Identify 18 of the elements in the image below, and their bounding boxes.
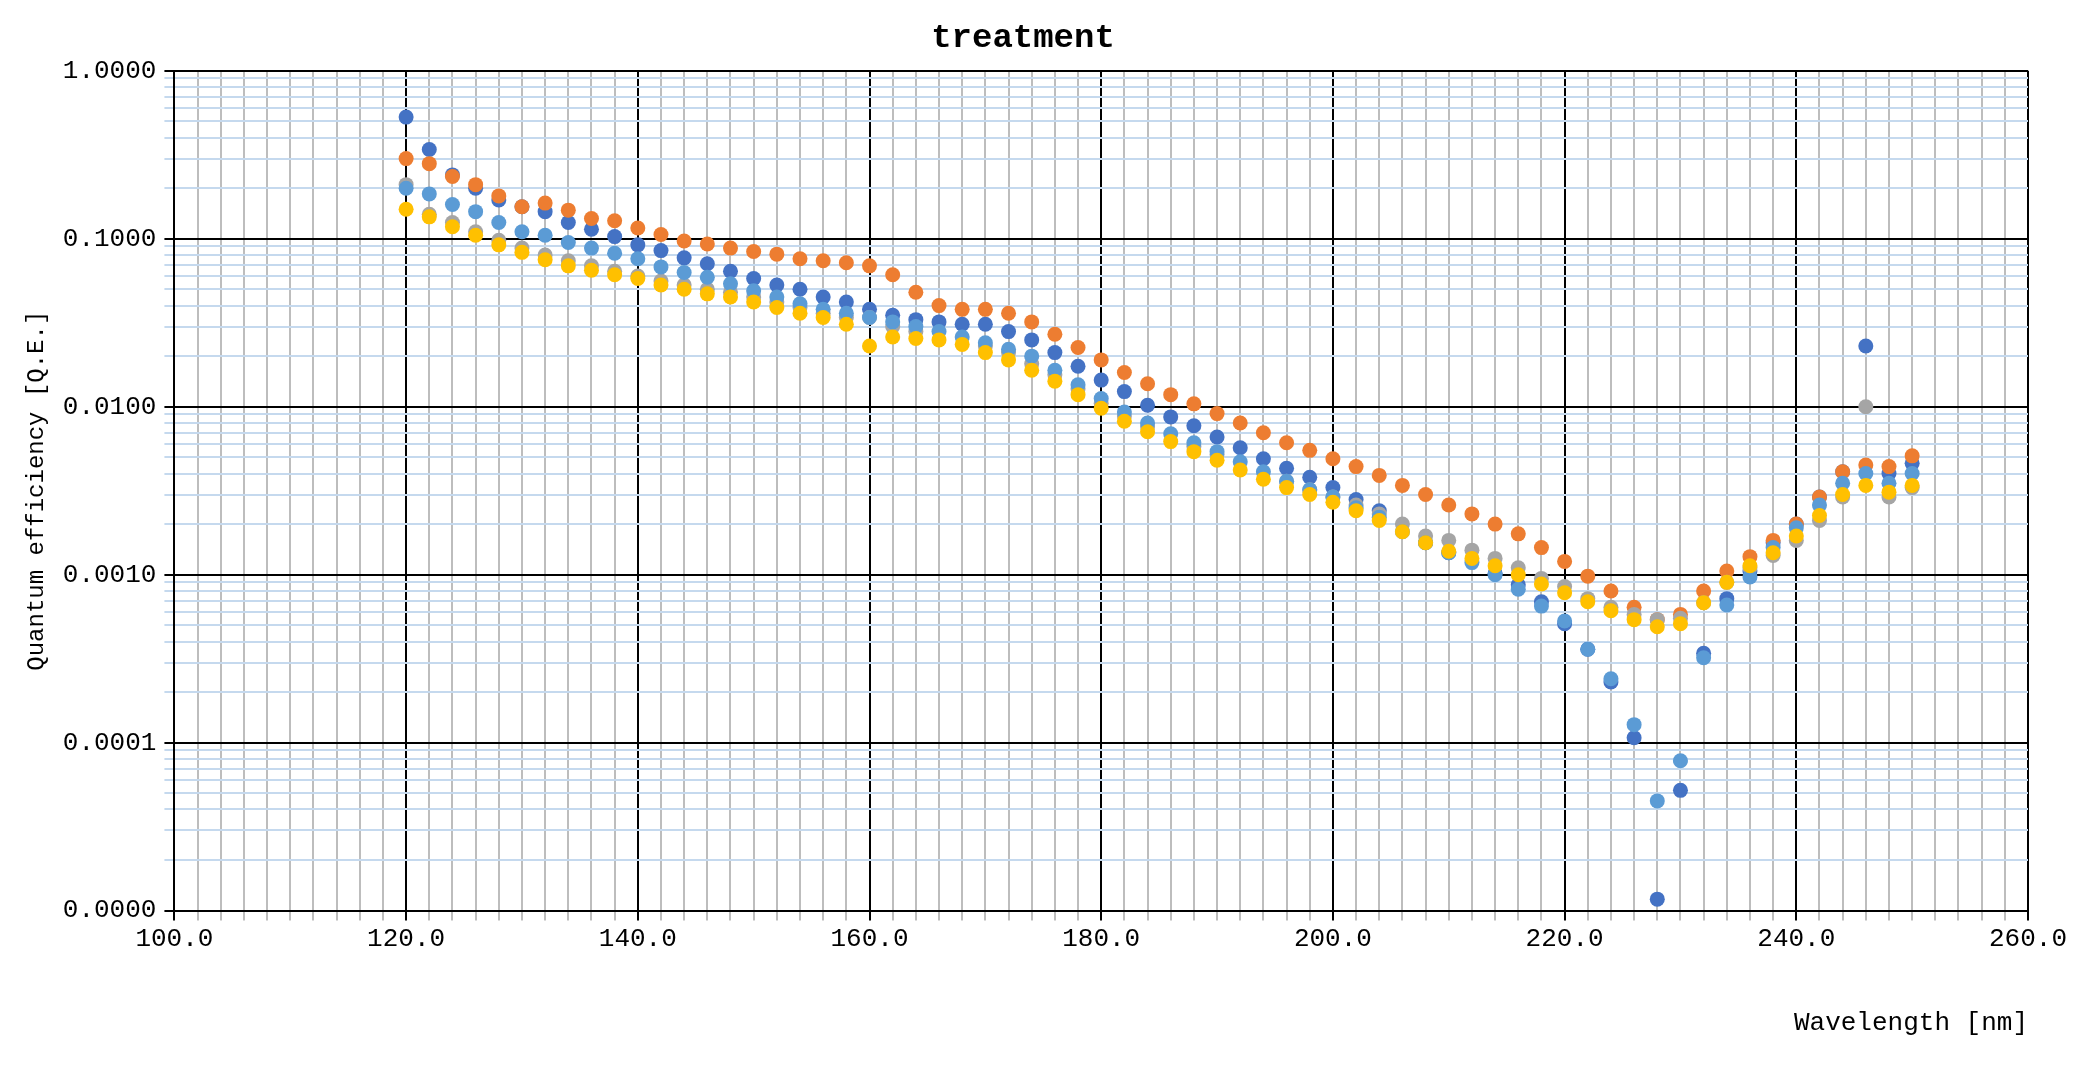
x-tick-label: 160.0: [830, 924, 909, 955]
x-tick-label: 100.0: [135, 924, 214, 955]
x-axis-title: Wavelength [nm]: [1793, 1008, 2028, 1039]
chart-title: treatment: [931, 18, 1115, 57]
y-tick-label: 0.0100: [62, 391, 157, 422]
y-tick-label: 1.0000: [62, 55, 157, 86]
y-tick-label: 0.0001: [62, 727, 157, 758]
x-tick-label: 120.0: [367, 924, 446, 955]
y-axis-title: Quantum efficiency [Q.E.]: [22, 310, 50, 671]
y-tick-label: 0.0010: [62, 559, 157, 590]
x-tick-label: 200.0: [1293, 924, 1372, 955]
x-tick-label: 140.0: [598, 924, 677, 955]
y-tick-label: 0.1000: [62, 223, 157, 254]
x-tick-label: 180.0: [1062, 924, 1141, 955]
x-tick-label: 260.0: [1988, 924, 2068, 955]
y-tick-label: 0.0000: [62, 895, 157, 926]
x-tick-label: 240.0: [1757, 924, 1836, 955]
x-tick-label: 220.0: [1525, 924, 1604, 955]
